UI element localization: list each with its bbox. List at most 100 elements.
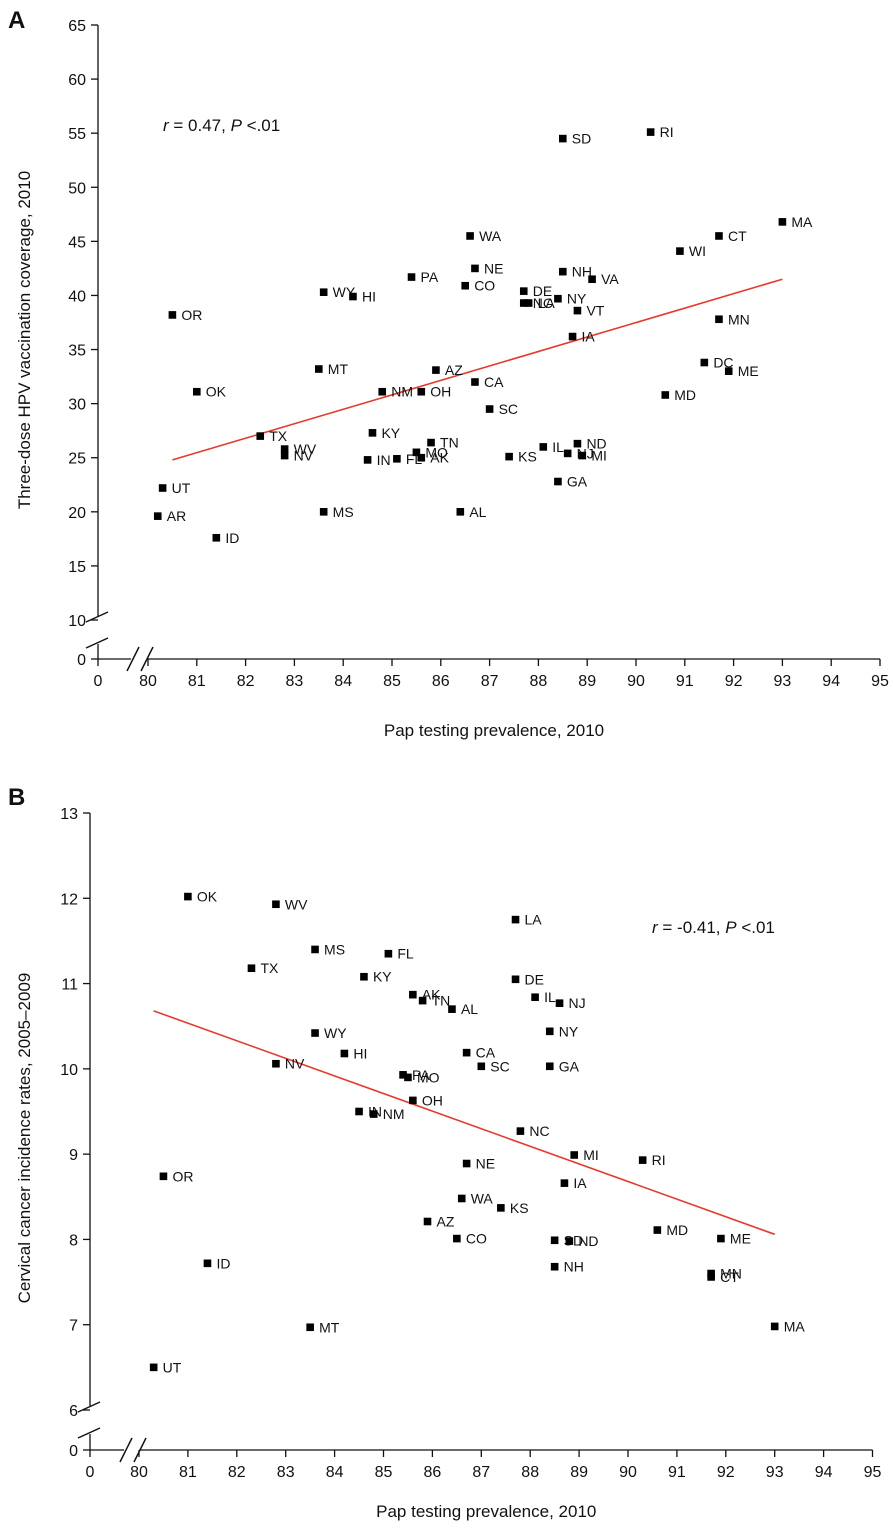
- point-label: WV: [294, 441, 317, 457]
- data-point: [158, 484, 167, 492]
- y-tick-label: 13: [60, 806, 78, 823]
- data-point: [432, 366, 440, 374]
- point-label: ID: [225, 530, 239, 546]
- data-point: [311, 945, 319, 954]
- x-tick-label: 81: [179, 1464, 197, 1481]
- x-tick-label: 80: [139, 673, 157, 690]
- data-point: [393, 455, 401, 463]
- point-label: NM: [391, 384, 413, 400]
- point-label: NC: [529, 1123, 549, 1139]
- trend-line: [153, 1010, 775, 1236]
- point-label: VT: [586, 303, 604, 319]
- x-tick-label: 84: [326, 1464, 344, 1481]
- point-label: OH: [430, 384, 451, 400]
- point-label: OK: [197, 889, 218, 905]
- point-label: MT: [319, 1319, 340, 1335]
- point-label: RI: [652, 1152, 666, 1168]
- x-tick-label: 86: [432, 673, 450, 690]
- annotation-r-value: = 0.47,: [169, 116, 231, 135]
- y-tick-label: 65: [68, 18, 86, 35]
- point-label: ND: [578, 1233, 598, 1249]
- x-tick-label: 82: [237, 673, 255, 690]
- data-point: [559, 134, 567, 143]
- point-label: CO: [474, 278, 495, 294]
- data-point: [588, 275, 596, 284]
- data-point: [423, 1217, 432, 1226]
- data-point: [256, 432, 265, 440]
- x-tick-label: 89: [570, 1464, 588, 1481]
- data-point: [466, 232, 474, 240]
- point-label: IA: [582, 329, 596, 345]
- annotation-r: r: [163, 116, 170, 135]
- point-label: LA: [525, 912, 543, 928]
- point-label: ID: [216, 1255, 230, 1271]
- y-tick-label: 9: [69, 1147, 78, 1164]
- data-point: [456, 508, 465, 516]
- point-label: NY: [567, 291, 587, 307]
- data-point: [378, 387, 387, 396]
- y-tick-label: 10: [68, 613, 86, 630]
- x-tick-label: 81: [188, 673, 206, 690]
- point-label: WA: [479, 228, 502, 244]
- data-point: [578, 451, 587, 460]
- point-label: FL: [397, 946, 414, 962]
- x-tick-label: 0: [86, 1464, 95, 1481]
- point-label: WI: [689, 243, 706, 259]
- point-label: HI: [362, 289, 376, 305]
- data-point: [707, 1273, 715, 1281]
- y-tick-label: 45: [68, 234, 86, 251]
- data-point: [315, 365, 323, 373]
- point-label: GA: [567, 474, 588, 490]
- x-tick-label: 87: [472, 1464, 490, 1481]
- data-point: [516, 1127, 525, 1135]
- point-label: AZ: [445, 362, 463, 378]
- point-label: KY: [373, 969, 392, 985]
- annotation-p: P: [231, 116, 243, 135]
- point-label: MS: [324, 941, 345, 957]
- point-label: SC: [490, 1058, 509, 1074]
- data-point: [471, 378, 479, 386]
- point-label: CO: [466, 1231, 487, 1247]
- x-tick-label: 87: [481, 673, 499, 690]
- point-label: MD: [674, 387, 696, 403]
- point-label: MI: [583, 1147, 599, 1163]
- x-tick-label: 92: [717, 1464, 735, 1481]
- data-point: [412, 448, 421, 457]
- data-point: [368, 429, 377, 437]
- point-label: AR: [167, 508, 186, 524]
- data-point: [570, 1151, 579, 1159]
- point-label: UT: [172, 480, 191, 496]
- data-point: [717, 1234, 725, 1243]
- data-point: [573, 306, 582, 315]
- data-point: [418, 996, 427, 1005]
- data-point: [193, 387, 201, 396]
- point-label: ND: [586, 436, 606, 452]
- point-label: AZ: [437, 1214, 455, 1230]
- data-point: [363, 456, 372, 464]
- data-point: [539, 443, 548, 451]
- y-tick-label: 50: [68, 180, 86, 197]
- point-label: TX: [269, 428, 288, 444]
- data-point: [184, 892, 192, 901]
- point-label: MN: [720, 1266, 742, 1282]
- y-tick-label: 40: [68, 288, 86, 305]
- x-tick-label: 80: [130, 1464, 148, 1481]
- data-point: [573, 439, 582, 448]
- data-point: [457, 1194, 466, 1203]
- x-tick-label: 90: [619, 1464, 637, 1481]
- data-point: [159, 1172, 168, 1181]
- x-tick-label: 88: [530, 673, 548, 690]
- point-label: TN: [440, 435, 459, 451]
- x-tick-label: 93: [766, 1464, 784, 1481]
- y-tick-label: 8: [69, 1232, 78, 1249]
- data-point: [505, 452, 513, 461]
- point-label: MA: [784, 1318, 806, 1334]
- point-label: NH: [572, 264, 592, 280]
- data-point: [554, 294, 562, 303]
- x-axis-title: Pap testing prevalence, 2010: [384, 721, 604, 740]
- point-label: IL: [552, 439, 564, 455]
- data-point: [497, 1204, 505, 1212]
- point-label: CA: [484, 374, 504, 390]
- data-point: [417, 453, 426, 462]
- data-point: [407, 273, 416, 281]
